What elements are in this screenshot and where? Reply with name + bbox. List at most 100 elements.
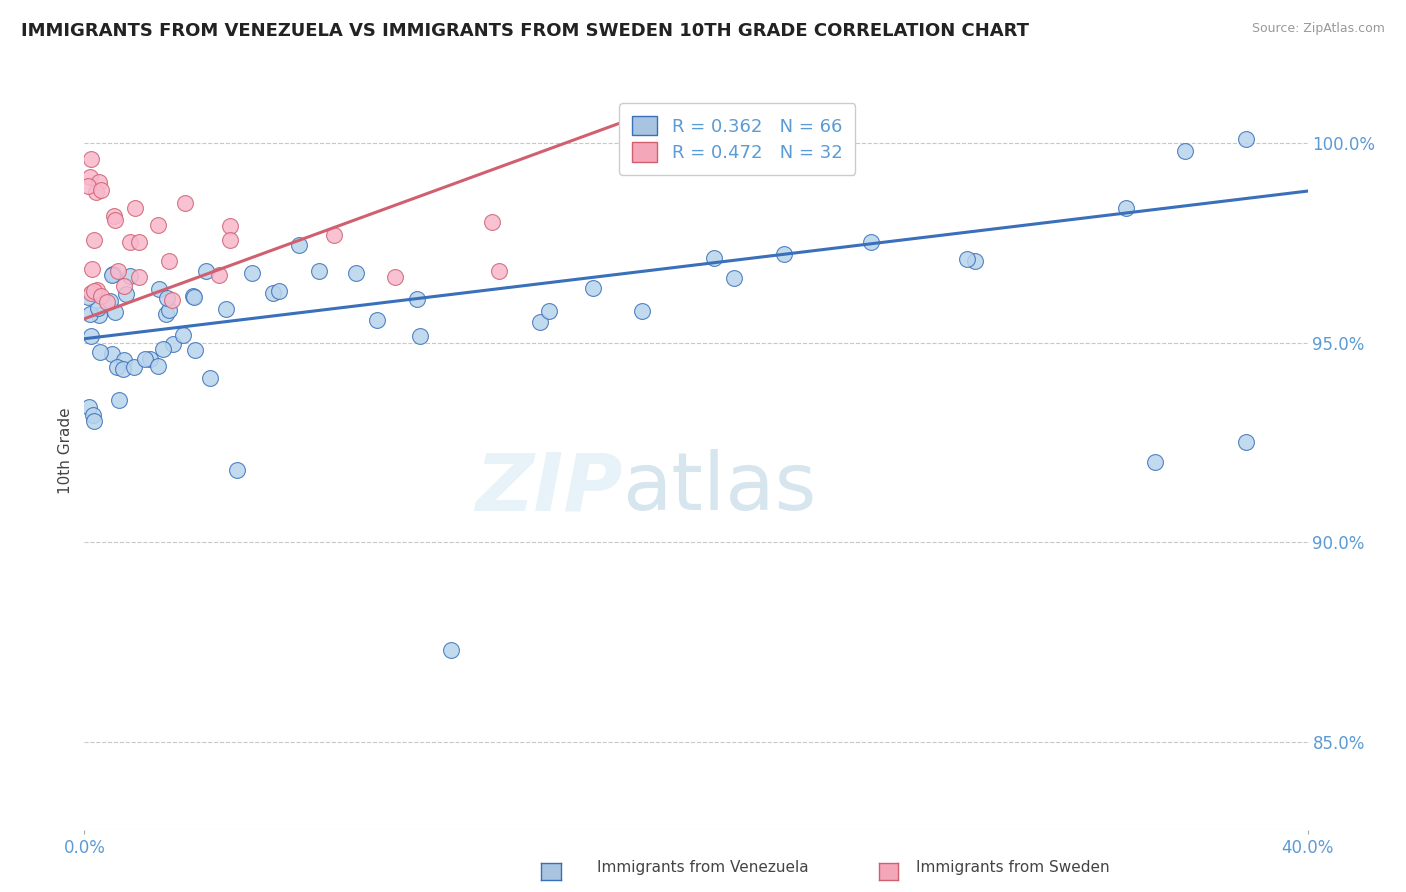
Point (108, 392, 131, 407)
Legend: R = 0.362   N = 66, R = 0.472   N = 32: R = 0.362 N = 66, R = 0.472 N = 32 (620, 103, 855, 175)
Point (122, 359, 145, 374)
Point (77, 290, 100, 304)
Point (80, 329, 103, 343)
Point (112, 278, 135, 293)
Point (1174, 144, 1197, 158)
Point (481, 215, 503, 229)
Point (83, 233, 105, 247)
Point (200, 371, 222, 385)
Point (89, 309, 111, 323)
Point (79, 307, 101, 321)
Point (157, 303, 180, 318)
Point (529, 315, 551, 329)
Point (104, 213, 127, 227)
Point (1115, 201, 1137, 215)
Point (218, 219, 240, 234)
Point (128, 235, 150, 250)
Point (183, 290, 205, 304)
Point (631, 304, 654, 318)
Point (1236, 132, 1258, 146)
Point (208, 268, 231, 282)
Point (218, 233, 240, 247)
Point (80, 261, 103, 276)
Point (269, 285, 291, 299)
Y-axis label: 10th Grade: 10th Grade (58, 407, 73, 494)
Point (162, 337, 184, 351)
Point (440, 643, 463, 657)
Point (344, 266, 367, 280)
Point (148, 359, 170, 374)
Point (124, 201, 146, 215)
Point (240, 266, 263, 280)
Point (134, 352, 156, 367)
Point (152, 343, 174, 357)
Point (406, 292, 429, 306)
Point (956, 252, 979, 267)
Point (323, 227, 346, 242)
Point (128, 270, 150, 285)
Point (157, 253, 180, 268)
Point (146, 219, 169, 233)
Point (118, 235, 141, 250)
Text: Immigrants from Venezuela: Immigrants from Venezuela (598, 861, 808, 875)
Point (155, 307, 177, 321)
Text: Source: ZipAtlas.com: Source: ZipAtlas.com (1251, 22, 1385, 36)
Point (103, 209, 125, 223)
Point (214, 302, 236, 317)
Point (112, 362, 135, 376)
Point (86, 283, 108, 297)
Point (112, 353, 135, 368)
Point (101, 346, 124, 360)
Point (160, 293, 183, 308)
Point (384, 269, 406, 284)
Point (183, 289, 205, 303)
Point (89, 175, 111, 189)
Point (139, 351, 162, 366)
Point (366, 313, 388, 327)
Point (104, 305, 127, 319)
Point (703, 252, 725, 266)
Text: IMMIGRANTS FROM VENEZUELA VS IMMIGRANTS FROM SWEDEN 10TH GRADE CORRELATION CHART: IMMIGRANTS FROM VENEZUELA VS IMMIGRANTS … (21, 22, 1029, 40)
Point (101, 267, 124, 281)
Point (82, 409, 104, 423)
Point (408, 328, 430, 343)
Point (84, 186, 107, 200)
Point (262, 285, 284, 300)
Point (80, 152, 103, 166)
Point (83, 414, 105, 428)
Point (965, 254, 987, 268)
Point (87, 301, 110, 315)
Point (96, 295, 118, 310)
Point (77, 178, 100, 193)
Point (118, 268, 141, 283)
Text: atlas: atlas (623, 450, 817, 527)
Point (156, 291, 179, 305)
Point (1143, 455, 1166, 469)
Text: ZIP: ZIP (475, 450, 623, 527)
Point (80, 285, 103, 300)
Point (723, 271, 745, 285)
Point (582, 281, 605, 295)
Point (1236, 435, 1258, 450)
Point (115, 286, 138, 301)
Point (308, 264, 330, 278)
Point (100, 293, 122, 308)
Point (488, 263, 510, 277)
Point (83, 285, 105, 299)
Point (77, 401, 100, 415)
Point (194, 264, 217, 278)
Point (79, 169, 101, 184)
Point (172, 328, 194, 343)
Point (105, 360, 128, 375)
Point (174, 196, 197, 211)
Point (107, 264, 129, 278)
Point (148, 282, 170, 296)
Point (90, 288, 112, 302)
Point (226, 463, 249, 477)
Point (101, 268, 124, 283)
Point (537, 304, 560, 318)
Point (287, 238, 309, 252)
Point (89, 345, 111, 359)
Point (860, 235, 883, 249)
Point (90, 183, 112, 197)
